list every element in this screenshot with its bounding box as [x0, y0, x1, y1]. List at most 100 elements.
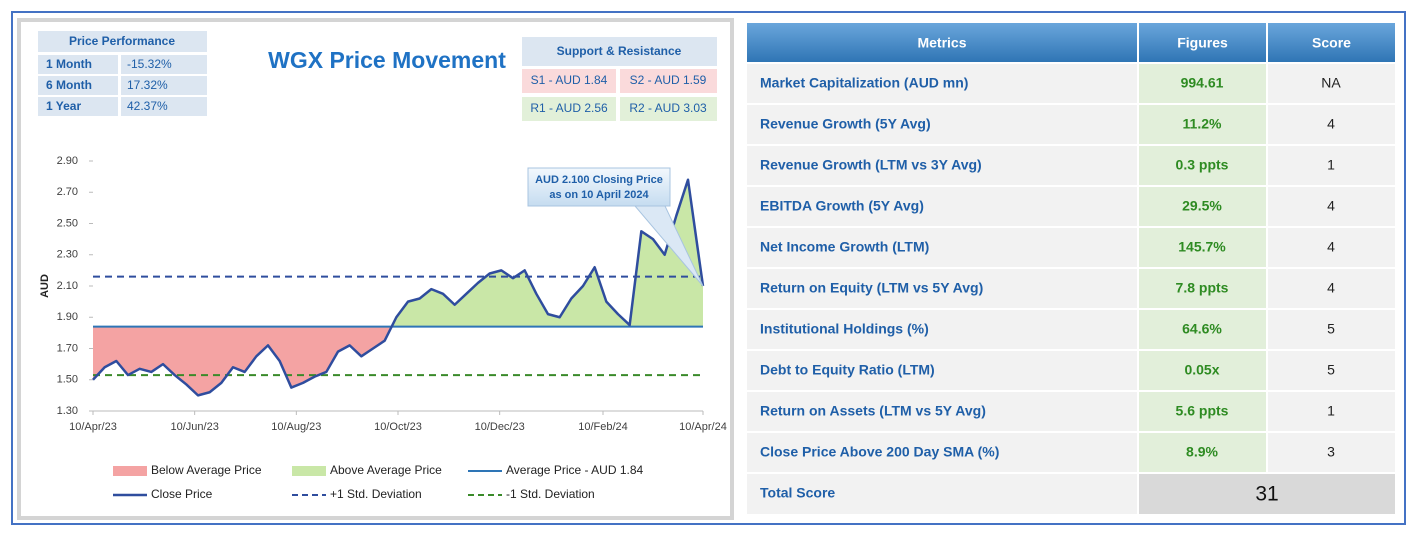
metric-name: Revenue Growth (LTM vs 3Y Avg) [760, 157, 982, 173]
score-cell [1268, 105, 1395, 144]
score-value: 4 [1327, 198, 1335, 214]
y-tick-label: 1.90 [57, 311, 78, 323]
legend-label: +1 Std. Deviation [330, 487, 422, 501]
total-label: Total Score [760, 485, 835, 501]
score-cell [1268, 228, 1395, 267]
metric-cell [747, 228, 1137, 267]
legend-label: Close Price [151, 487, 213, 501]
total-value-cell [1139, 474, 1395, 514]
legend-label: Above Average Price [330, 463, 442, 477]
legend-label: -1 Std. Deviation [506, 487, 595, 501]
figure-cell [1139, 269, 1266, 308]
figure-value: 29.5% [1182, 198, 1222, 214]
metric-cell [747, 310, 1137, 349]
pp-label-cell [38, 55, 118, 74]
metric-cell [747, 105, 1137, 144]
sr-title: Support & Resistance [557, 44, 682, 58]
figure-value: 64.6% [1182, 321, 1222, 337]
pp-value: -15.32% [127, 57, 172, 71]
score-cell [1268, 392, 1395, 431]
pp-label: 1 Month [46, 57, 92, 71]
legend-swatch [113, 466, 147, 476]
pp-value-cell [121, 55, 207, 74]
metric-cell [747, 269, 1137, 308]
score-value: 5 [1327, 362, 1335, 378]
metric-cell [747, 146, 1137, 185]
pp-label-cell [38, 76, 118, 95]
sr-header [522, 37, 717, 66]
legend-label: Below Average Price [151, 463, 262, 477]
x-tick-label: 10/Aug/23 [271, 421, 321, 433]
y-tick-label: 2.70 [57, 186, 78, 198]
callout-text: as on 10 April 2024 [549, 189, 649, 201]
figure-value: 5.6 ppts [1176, 403, 1229, 419]
chart-title: WGX Price Movement [268, 47, 506, 73]
callout-text: AUD 2.100 Closing Price [535, 174, 663, 186]
pp-value: 42.37% [127, 99, 168, 113]
score-value: 4 [1327, 280, 1335, 296]
metric-cell [747, 433, 1137, 472]
pp-label: 1 Year [46, 99, 81, 113]
y-axis-label: AUD [39, 274, 51, 298]
score-cell [1268, 351, 1395, 390]
pp-value-cell [121, 97, 207, 116]
y-tick-label: 1.50 [57, 374, 78, 386]
metric-name: Net Income Growth (LTM) [760, 239, 929, 255]
figure-cell [1139, 392, 1266, 431]
score-cell [1268, 269, 1395, 308]
figure-cell [1139, 64, 1266, 103]
score-value: 4 [1327, 239, 1335, 255]
score-cell [1268, 310, 1395, 349]
figure-value: 994.61 [1181, 75, 1224, 91]
header-label: Metrics [917, 35, 966, 51]
close-line [92, 178, 705, 397]
sr-cell [522, 97, 616, 121]
pp-header [38, 31, 207, 52]
pp-title: Price Performance [69, 34, 175, 48]
table-header [747, 23, 1395, 62]
figure-value: 8.9% [1186, 444, 1218, 460]
metric-name: Market Capitalization (AUD mn) [760, 75, 968, 91]
figure-cell [1139, 228, 1266, 267]
pp-value: 17.32% [127, 78, 168, 92]
sr-level: S2 - AUD 1.59 [630, 73, 707, 87]
figure-value: 0.3 ppts [1176, 157, 1229, 173]
x-tick-label: 10/Apr/24 [679, 421, 727, 433]
score-value: 3 [1327, 444, 1335, 460]
figure-cell [1139, 351, 1266, 390]
sr-level: R2 - AUD 3.03 [629, 101, 707, 115]
figure-value: 145.7% [1178, 239, 1226, 255]
header-label: Figures [1177, 35, 1228, 51]
metric-name: Institutional Holdings (%) [760, 321, 929, 337]
y-tick-label: 2.30 [57, 249, 78, 261]
figure-cell [1139, 433, 1266, 472]
figure-cell [1139, 187, 1266, 226]
figure-value: 0.05x [1184, 362, 1219, 378]
figure-cell [1139, 310, 1266, 349]
metric-cell [747, 187, 1137, 226]
figure-cell [1139, 105, 1266, 144]
total-label-cell [747, 474, 1137, 514]
pp-label-cell [38, 97, 118, 116]
x-tick-label: 10/Feb/24 [578, 421, 628, 433]
metric-cell [747, 392, 1137, 431]
sr-cell [620, 69, 717, 93]
area-fill [93, 179, 703, 327]
score-value: 4 [1327, 116, 1335, 132]
pp-value-cell [121, 76, 207, 95]
y-tick-label: 1.70 [57, 342, 78, 354]
y-tick-label: 2.10 [57, 280, 78, 292]
sr-cell [522, 69, 616, 93]
legend-label: Average Price - AUD 1.84 [506, 463, 644, 477]
metric-name: Return on Equity (LTM vs 5Y Avg) [760, 280, 983, 296]
metric-cell [747, 351, 1137, 390]
legend-swatch [292, 466, 326, 476]
score-cell [1268, 64, 1395, 103]
sr-cell [620, 97, 717, 121]
score-cell [1268, 433, 1395, 472]
y-tick-label: 2.90 [57, 155, 78, 167]
header-label: Score [1312, 35, 1351, 51]
score-cell [1268, 146, 1395, 185]
x-tick-label: 10/Jun/23 [171, 421, 219, 433]
